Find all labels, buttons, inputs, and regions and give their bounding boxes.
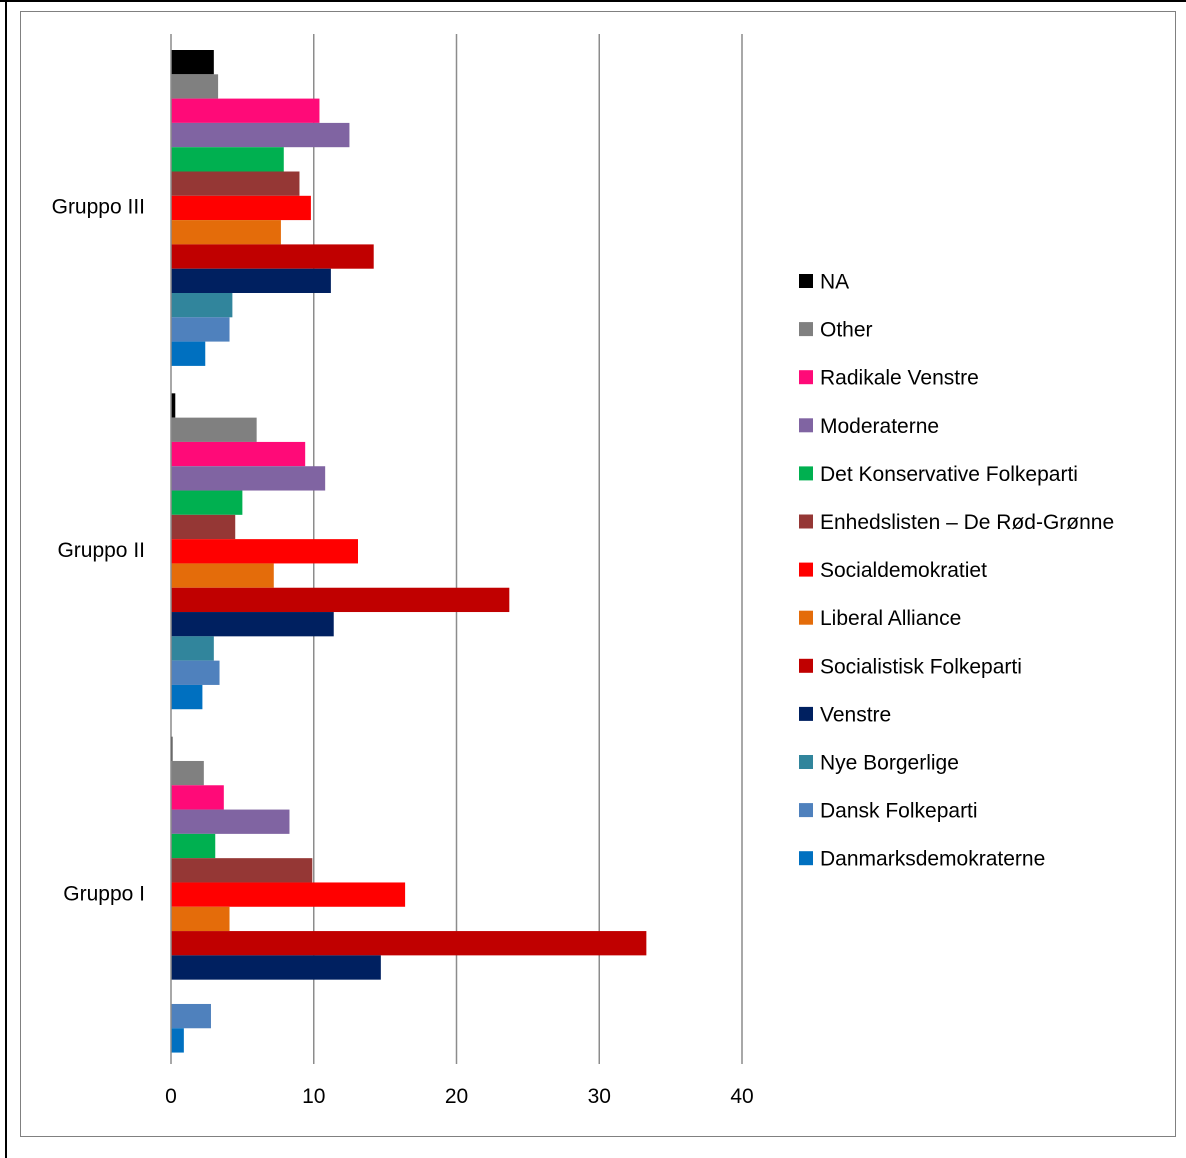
bar-gruppo-iii-liberal-alliance: [171, 220, 281, 245]
legend-swatch-danmarksdemokraterne: [799, 851, 813, 866]
legend-swatch-na: [799, 274, 813, 288]
bar-gruppo-iii-socialistisk-folkeparti: [171, 244, 374, 269]
legend-label-dansk-folkeparti: Dansk Folkeparti: [820, 800, 978, 823]
legend-swatch-enhedslisten-de-rod-gronne: [799, 514, 813, 529]
bar-gruppo-i-enhedslisten-de-rod-gronne: [171, 858, 313, 883]
frame-top-rule: [0, 0, 1186, 2]
bar-gruppo-i-danmarksdemokraterne: [171, 1028, 184, 1053]
bar-gruppo-ii-moderaterne: [171, 466, 326, 491]
bar-gruppo-iii-na: [171, 50, 214, 75]
legend-item-moderaterne: Moderaterne: [799, 415, 939, 438]
bar-gruppo-ii-det-konservative-folkeparti: [171, 490, 243, 515]
legend-label-det-konservative-folkeparti: Det Konservative Folkeparti: [820, 463, 1078, 486]
bar-gruppo-ii-liberal-alliance: [171, 563, 274, 588]
legend-swatch-liberal-alliance: [799, 610, 813, 625]
bar-gruppo-i-det-konservative-folkeparti: [171, 833, 216, 859]
bar-gruppo-iii-dansk-folkeparti: [171, 317, 230, 342]
x-tick-label-40: 40: [730, 1085, 753, 1108]
bar-gruppo-iii-venstre: [171, 268, 331, 293]
legend-item-det-konservative-folkeparti: Det Konservative Folkeparti: [799, 463, 1078, 486]
frame-left-rule: [5, 0, 7, 1158]
legend-swatch-radikale-venstre: [799, 370, 813, 385]
bar-gruppo-ii-venstre: [171, 612, 334, 637]
legend-item-dansk-folkeparti: Dansk Folkeparti: [799, 800, 978, 823]
legend-label-na: NA: [820, 271, 849, 294]
legend-item-nye-borgerlige: Nye Borgerlige: [799, 752, 959, 775]
x-tick-label-20: 20: [445, 1085, 468, 1108]
legend-label-nye-borgerlige: Nye Borgerlige: [820, 752, 959, 775]
bar-gruppo-iii-enhedslisten-de-rod-gronne: [171, 171, 300, 196]
bar-gruppo-iii-nye-borgerlige: [171, 293, 233, 318]
legend-item-venstre: Venstre: [799, 703, 891, 726]
legend-swatch-det-konservative-folkeparti: [799, 466, 813, 481]
legend-label-socialdemokratiet: Socialdemokratiet: [820, 559, 987, 582]
axes: Gruppo III Gruppo II Gruppo I 0 10 20 30 40: [52, 34, 754, 1108]
bar-gruppo-ii-dansk-folkeparti: [171, 660, 220, 685]
gridlines: [313, 34, 743, 1064]
bar-gruppo-iii-det-konservative-folkeparti: [171, 147, 284, 172]
bar-gruppo-ii-nye-borgerlige: [171, 636, 214, 661]
legend-swatch-moderaterne: [799, 418, 813, 433]
legend-item-other: Other: [799, 319, 873, 342]
bar-gruppo-i-liberal-alliance: [171, 906, 230, 932]
legend-swatch-nye-borgerlige: [799, 755, 813, 769]
legend-swatch-socialdemokratiet: [799, 562, 813, 577]
category-label-gruppo-iii: Gruppo III: [52, 196, 145, 219]
legend-label-liberal-alliance: Liberal Alliance: [820, 607, 961, 630]
bar-gruppo-iii-socialdemokratiet: [171, 195, 311, 221]
bar-gruppo-ii-socialistisk-folkeparti: [171, 587, 510, 613]
legend-swatch-venstre: [799, 706, 813, 721]
bar-gruppo-ii-enhedslisten-de-rod-gronne: [171, 514, 236, 540]
legend-swatch-other: [799, 322, 813, 337]
bars: [171, 50, 647, 1053]
legend-label-radikale-venstre: Radikale Venstre: [820, 367, 979, 390]
legend-swatch-socialistisk-folkeparti: [799, 658, 813, 673]
bar-gruppo-ii-na: [171, 393, 176, 418]
chart-area-border: [20, 11, 1176, 1137]
legend-item-socialistisk-folkeparti: Socialistisk Folkeparti: [799, 655, 1022, 678]
bar-gruppo-iii-other: [171, 74, 219, 99]
legend-item-danmarksdemokraterne: Danmarksdemokraterne: [799, 848, 1045, 871]
x-tick-label-30: 30: [588, 1085, 611, 1108]
legend-label-danmarksdemokraterne: Danmarksdemokraterne: [820, 848, 1045, 871]
legend-label-enhedslisten-de-rod-gronne: Enhedslisten – De Rød-Grønne: [820, 511, 1114, 534]
bar-gruppo-iii-danmarksdemokraterne: [171, 341, 206, 366]
bar-gruppo-i-socialistisk-folkeparti: [171, 931, 647, 956]
x-tick-label-10: 10: [302, 1085, 325, 1108]
bar-gruppo-i-venstre: [171, 955, 381, 980]
legend-item-socialdemokratiet: Socialdemokratiet: [799, 559, 987, 582]
bar-gruppo-iii-moderaterne: [171, 122, 350, 148]
category-label-gruppo-ii: Gruppo II: [57, 539, 145, 562]
bar-gruppo-ii-radikale-venstre: [171, 441, 306, 467]
bar-gruppo-i-socialdemokratiet: [171, 882, 406, 907]
bar-gruppo-i-moderaterne: [171, 809, 290, 834]
category-label-gruppo-i: Gruppo I: [63, 882, 145, 905]
bar-gruppo-i-other: [171, 760, 204, 786]
legend-label-other: Other: [820, 319, 873, 342]
legend-item-na: NA: [799, 271, 849, 294]
bar-gruppo-ii-danmarksdemokraterne: [171, 684, 203, 710]
bar-gruppo-ii-socialdemokratiet: [171, 539, 359, 564]
bar-gruppo-i-radikale-venstre: [171, 785, 224, 810]
bar-gruppo-iii-radikale-venstre: [171, 98, 320, 123]
legend-swatch-dansk-folkeparti: [799, 803, 813, 818]
bar-gruppo-i-dansk-folkeparti: [171, 1003, 211, 1029]
legend-item-liberal-alliance: Liberal Alliance: [799, 607, 961, 630]
legend-label-venstre: Venstre: [820, 703, 891, 726]
legend-item-radikale-venstre: Radikale Venstre: [799, 367, 979, 390]
legend-item-enhedslisten-de-rod-gronne: Enhedslisten – De Rød-Grønne: [799, 511, 1114, 534]
legend: NA Other Radikale Venstre Moderaterne Det Ko…: [799, 271, 1114, 871]
legend-label-moderaterne: Moderaterne: [820, 415, 939, 438]
bar-gruppo-ii-other: [171, 417, 257, 442]
x-tick-label-0: 0: [165, 1085, 177, 1108]
legend-label-socialistisk-folkeparti: Socialistisk Folkeparti: [820, 655, 1022, 678]
